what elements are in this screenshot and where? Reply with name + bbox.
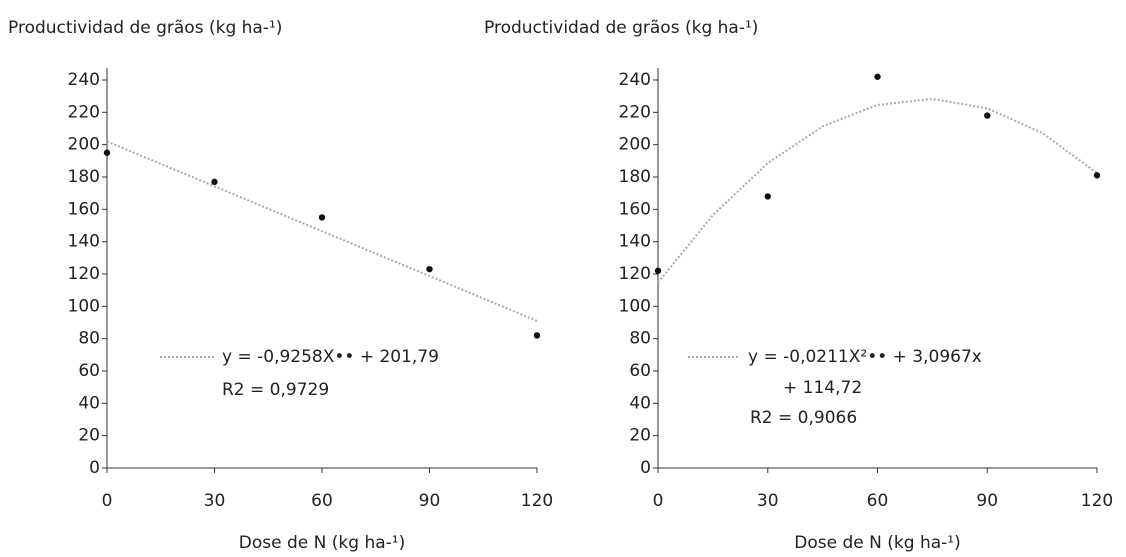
y-tick-label: 0 <box>640 458 651 478</box>
y-tick-label: 20 <box>78 426 100 446</box>
trendline <box>657 97 1098 284</box>
annotation: R2 = 0,9066 <box>750 408 857 428</box>
chart-title: Productividad de grãos (kg ha-¹) <box>484 18 758 38</box>
x-tick-label: 0 <box>102 491 113 511</box>
annotation: y = -0,0211X²•• + 3,0967x <box>748 347 982 367</box>
data-point <box>533 332 541 339</box>
x-tick-label: 0 <box>653 491 664 511</box>
y-tick-label: 240 <box>619 70 651 90</box>
y-tick-label: 140 <box>68 232 100 252</box>
data-point <box>103 149 111 156</box>
y-tick-label: 200 <box>68 135 100 155</box>
y-tick-label: 100 <box>619 296 651 316</box>
y-tick-label: 180 <box>68 167 100 187</box>
chart-title: Productividad de grãos (kg ha-¹) <box>8 18 282 38</box>
data-point <box>874 73 881 80</box>
y-tick-label: 80 <box>78 329 100 349</box>
y-tick-label: 160 <box>68 199 100 219</box>
data-point <box>654 267 662 274</box>
data-point <box>764 193 771 200</box>
x-tick-label: 30 <box>204 491 226 511</box>
x-tick-label: 60 <box>311 491 333 511</box>
trendline <box>106 140 538 322</box>
y-tick-label: 120 <box>68 264 100 284</box>
annotation: y = -0,9258X•• + 201,79 <box>222 347 439 367</box>
annotation: + 114,72 <box>783 378 862 398</box>
x-tick-label: 120 <box>1081 491 1113 511</box>
annotation: R2 = 0,9729 <box>222 380 329 400</box>
data-point <box>426 265 433 273</box>
y-tick-label: 160 <box>619 199 651 219</box>
data-point <box>318 214 326 221</box>
y-tick-label: 240 <box>68 70 100 90</box>
x-tick-label: 60 <box>867 491 889 511</box>
x-tick-label: 30 <box>757 491 779 511</box>
y-tick-label: 220 <box>619 102 651 122</box>
x-tick-label: 90 <box>976 491 998 511</box>
y-tick-label: 20 <box>629 426 651 446</box>
x-axis-label: Dose de N (kg ha-¹) <box>239 533 405 553</box>
y-tick-label: 140 <box>619 232 651 252</box>
x-tick-label: 90 <box>419 491 441 511</box>
y-tick-label: 180 <box>619 167 651 187</box>
y-tick-label: 0 <box>89 458 100 478</box>
x-tick-label: 120 <box>521 491 553 511</box>
y-tick-label: 120 <box>619 264 651 284</box>
data-point <box>211 178 218 186</box>
y-tick-label: 40 <box>78 393 100 413</box>
y-tick-label: 100 <box>68 296 100 316</box>
x-axis-label: Dose de N (kg ha-¹) <box>794 533 960 553</box>
y-tick-label: 40 <box>629 393 651 413</box>
data-point <box>1093 172 1101 179</box>
y-tick-label: 220 <box>68 102 100 122</box>
y-tick-label: 80 <box>629 329 651 349</box>
y-tick-label: 200 <box>619 135 651 155</box>
data-point <box>984 112 991 119</box>
y-tick-label: 60 <box>629 361 651 381</box>
y-tick-label: 60 <box>78 361 100 381</box>
